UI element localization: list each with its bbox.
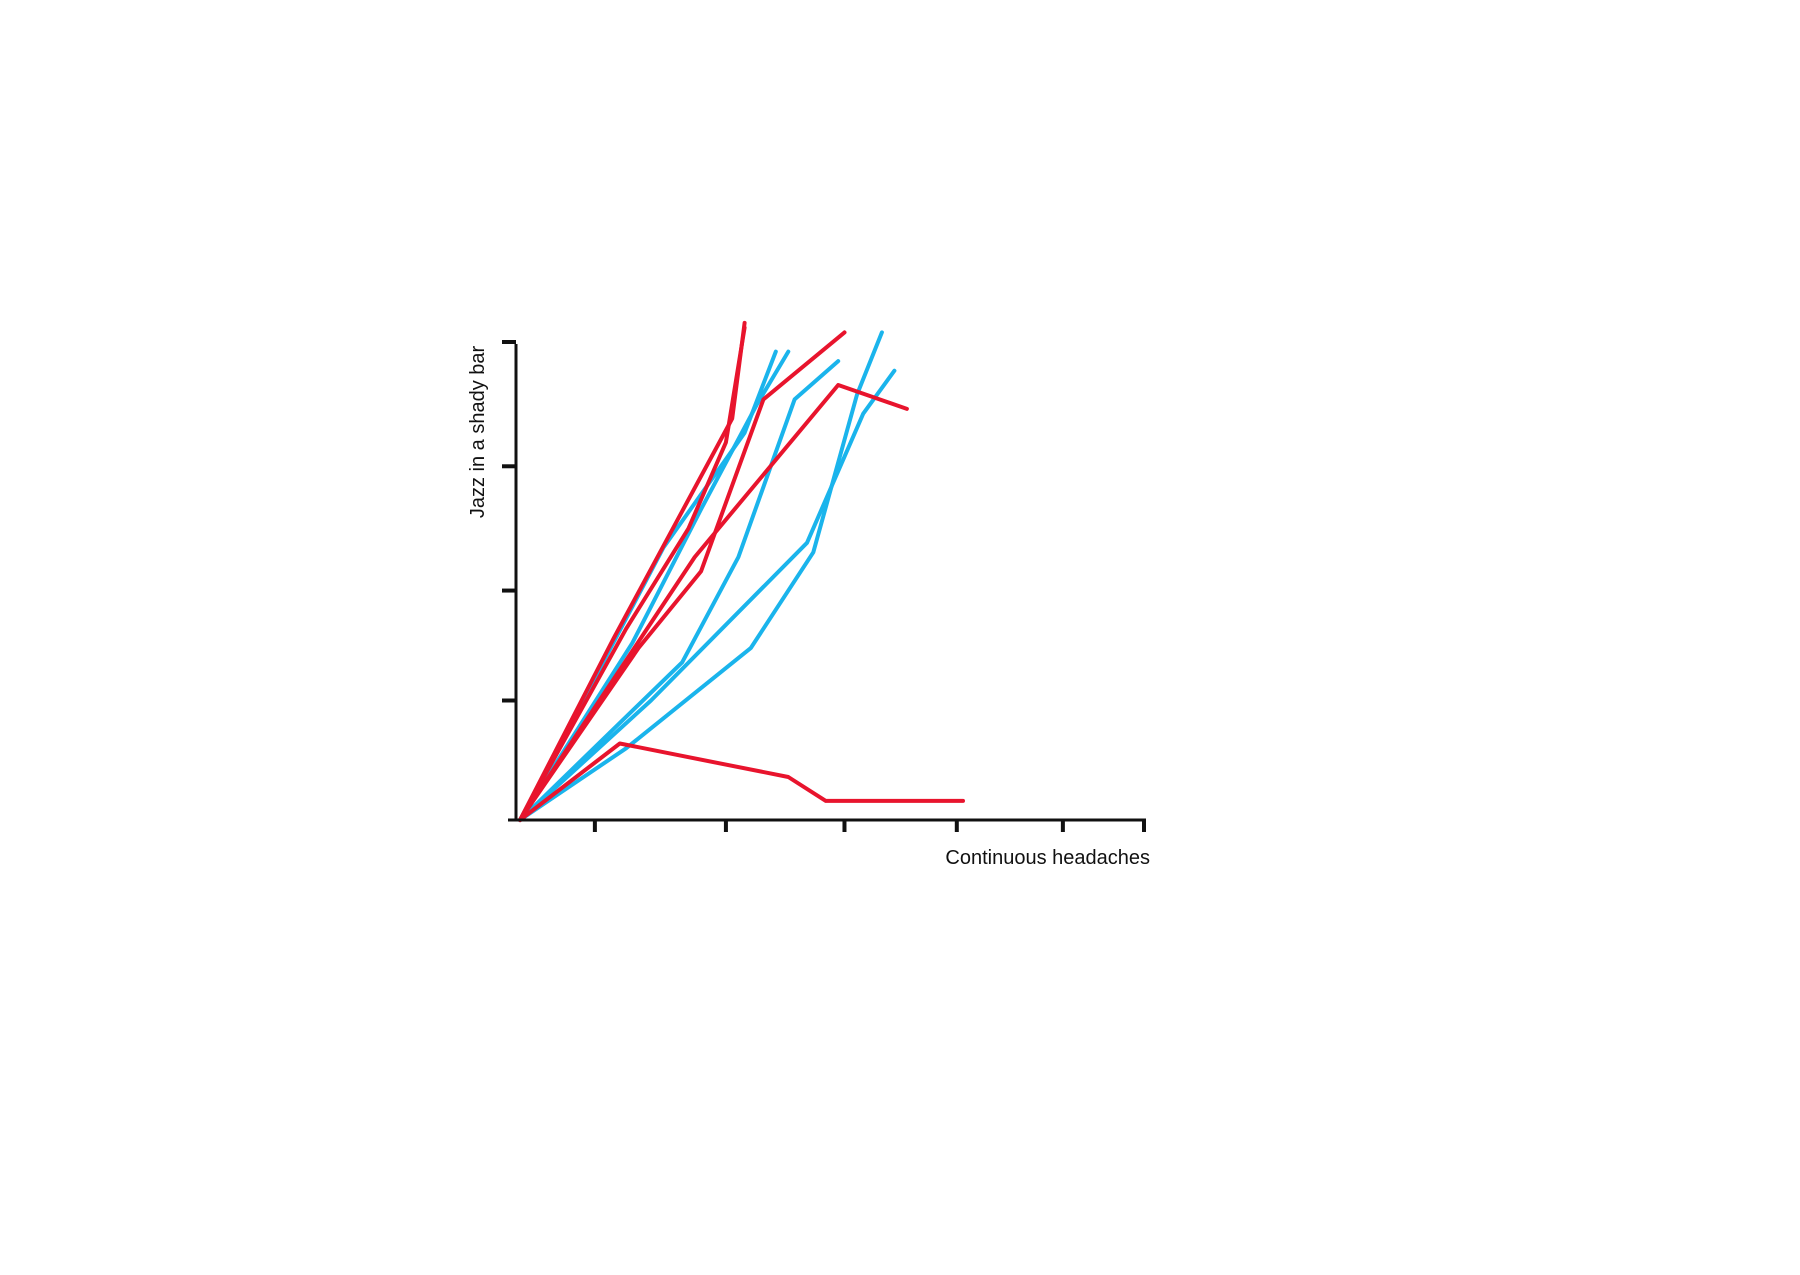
chart-area: Continuous headaches Jazz in a shady bar [467,320,1150,869]
series-line-8-red [518,320,747,822]
series-line-4-blue [518,330,884,822]
series-group [518,320,965,822]
series-line-3-blue [518,359,841,822]
y-ticks [502,340,516,703]
y-axis-label: Jazz in a shady bar [467,346,489,519]
series-line-10-red [518,741,965,822]
series-line-2-blue [518,349,791,822]
x-axis-label: Continuous headaches [945,847,1150,869]
series-line-7-red [518,330,847,822]
series-line-9-red [518,383,909,822]
series-line-5-blue [518,368,897,822]
x-ticks [592,820,1146,832]
